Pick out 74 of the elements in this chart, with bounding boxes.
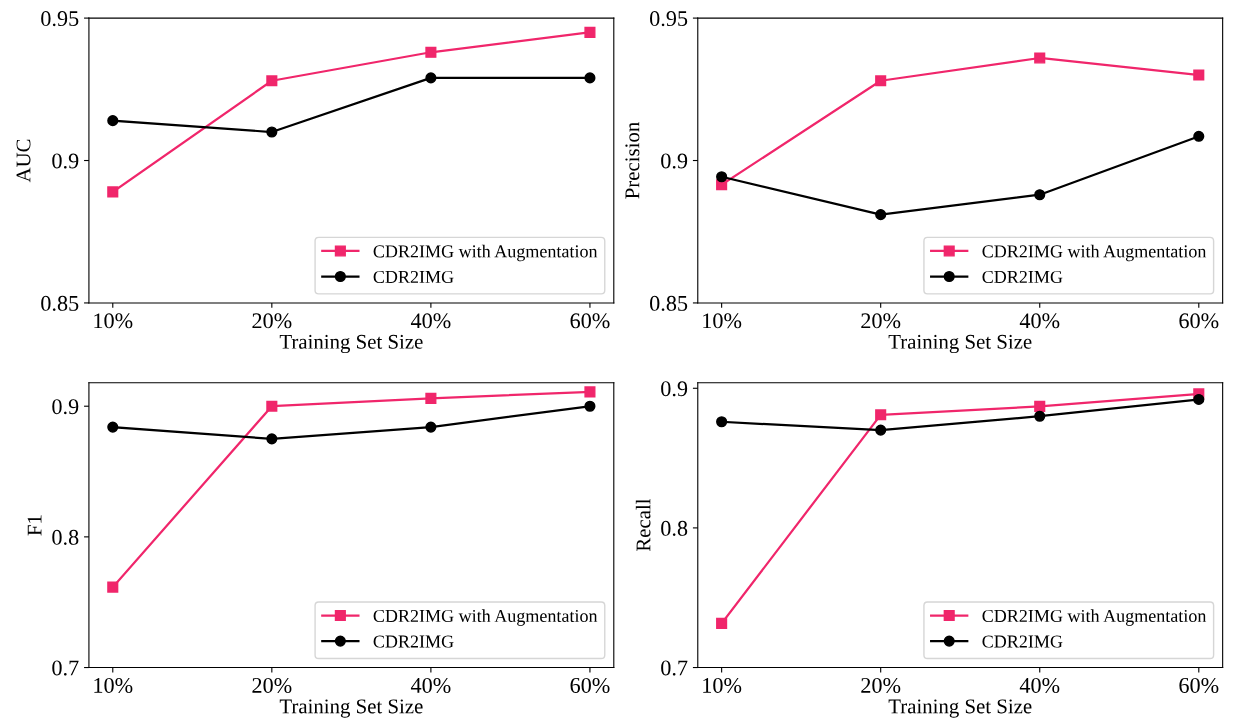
x-tick-label: 60% [570, 313, 610, 329]
y-axis-title: Recall [635, 498, 651, 552]
y-tick-label: 0.7 [52, 660, 79, 676]
y-tick-label: 0.8 [52, 529, 79, 545]
point [584, 386, 596, 398]
point [716, 171, 728, 183]
x-tick-label: 10% [703, 313, 742, 329]
x-axis-title: Training Set Size [888, 334, 1032, 354]
point [1034, 189, 1046, 201]
y-tick-label: 0.95 [41, 11, 79, 27]
x-tick-label: 60% [1179, 677, 1219, 693]
x-tick-label: 40% [410, 677, 451, 693]
legend-label: CDR2IMG with Augmentation [373, 609, 598, 626]
x-tick-label: 40% [410, 313, 451, 329]
y-tick-label: 0.95 [650, 11, 688, 27]
point [266, 433, 278, 445]
y-tick-label: 0.85 [650, 295, 688, 311]
x-tick-label: 40% [1019, 313, 1060, 329]
x-tick-label: 20% [861, 313, 901, 329]
legend-label: CDR2IMG with Augmentation [982, 244, 1207, 262]
point [107, 421, 119, 433]
x-tick-label: 10% [94, 677, 133, 693]
point [425, 421, 437, 433]
x-tick-label: 40% [1019, 677, 1060, 693]
point [107, 581, 119, 593]
point [584, 400, 596, 412]
point [875, 424, 887, 436]
y-tick-label: 0.9 [52, 399, 79, 415]
y-tick-label: 0.9 [661, 153, 688, 169]
x-tick-label: 10% [94, 313, 133, 329]
y-axis-title: F1 [27, 515, 42, 536]
legend-label: CDR2IMG [373, 635, 454, 648]
point [1034, 400, 1046, 412]
point [716, 416, 728, 428]
x-tick-label: 60% [1179, 313, 1219, 329]
y-axis-title: AUC [16, 139, 31, 183]
x-axis-title: Training Set Size [279, 699, 423, 718]
y-axis-title: Precision [625, 122, 640, 199]
legend-label: CDR2IMG [373, 270, 454, 284]
y-tick-label: 0.85 [41, 295, 79, 311]
point [584, 26, 596, 38]
x-tick-label: 60% [570, 677, 610, 693]
point [1193, 393, 1205, 406]
point [1034, 52, 1046, 64]
point [425, 392, 437, 404]
legend-label: CDR2IMG [982, 635, 1063, 648]
y-tick-label: 0.9 [52, 153, 79, 169]
y-tick-label: 0.8 [661, 520, 688, 536]
point [716, 617, 728, 629]
legend-label: CDR2IMG with Augmentation [373, 244, 598, 262]
x-axis-title: Training Set Size [888, 699, 1032, 718]
y-tick-label: 0.7 [661, 660, 688, 676]
point [584, 72, 596, 84]
x-tick-label: 10% [703, 677, 742, 693]
point [425, 72, 437, 84]
x-axis-title: Training Set Size [279, 334, 423, 354]
point [425, 46, 437, 58]
point [266, 75, 278, 87]
point [1034, 410, 1046, 422]
x-tick-label: 20% [252, 313, 292, 329]
point [875, 209, 887, 221]
point [1193, 69, 1205, 81]
point [875, 409, 887, 421]
point [107, 115, 119, 127]
legend-label: CDR2IMG [982, 270, 1063, 284]
x-tick-label: 20% [252, 677, 292, 693]
y-tick-label: 0.9 [661, 381, 688, 397]
point [266, 126, 278, 138]
point [107, 186, 119, 198]
point [1193, 130, 1205, 142]
x-tick-label: 20% [861, 677, 901, 693]
legend-label: CDR2IMG with Augmentation [982, 609, 1207, 626]
point [266, 400, 278, 412]
point [875, 75, 887, 87]
